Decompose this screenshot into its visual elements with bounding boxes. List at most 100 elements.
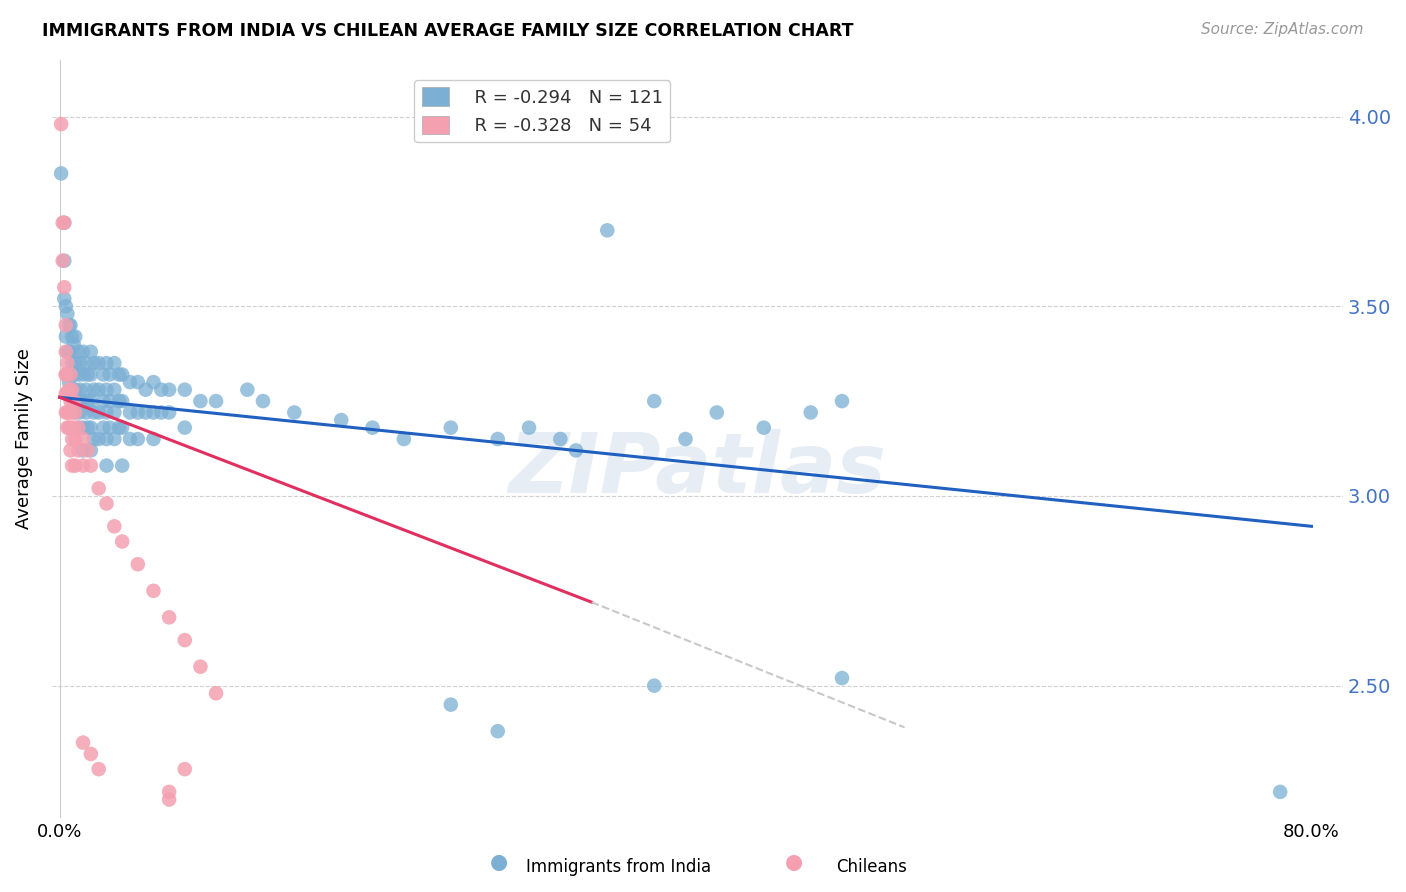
Point	[157, 405, 180, 419]
Point	[62, 368, 84, 382]
Point	[440, 420, 463, 434]
Point	[80, 443, 103, 458]
Point	[486, 432, 509, 446]
Point	[440, 698, 463, 712]
Point	[87, 481, 110, 495]
Point	[173, 633, 195, 648]
Point	[127, 405, 149, 419]
Point	[142, 583, 165, 598]
Point	[283, 405, 305, 419]
Point	[236, 383, 259, 397]
Point	[58, 383, 80, 397]
Point	[157, 785, 180, 799]
Point	[67, 420, 90, 434]
Point	[56, 344, 79, 359]
Point	[59, 443, 82, 458]
Point	[75, 356, 97, 370]
Point	[87, 432, 110, 446]
Point	[56, 405, 79, 419]
Point	[55, 368, 77, 382]
Point	[72, 394, 94, 409]
Point	[53, 253, 76, 268]
Point	[72, 735, 94, 749]
Point	[127, 375, 149, 389]
Point	[58, 344, 80, 359]
Point	[69, 383, 91, 397]
Point	[80, 368, 103, 382]
Point	[157, 383, 180, 397]
Point	[58, 375, 80, 389]
Point	[831, 394, 853, 409]
Point	[83, 383, 105, 397]
Point	[800, 405, 823, 419]
Point	[98, 394, 121, 409]
Point	[83, 356, 105, 370]
Point	[486, 724, 509, 739]
Point	[62, 420, 84, 434]
Point	[55, 299, 77, 313]
Point	[72, 344, 94, 359]
Point	[80, 394, 103, 409]
Point	[87, 383, 110, 397]
Point	[118, 375, 141, 389]
Point	[96, 383, 118, 397]
Text: ●: ●	[786, 853, 803, 872]
Point	[831, 671, 853, 685]
Point	[56, 356, 79, 370]
Point	[59, 368, 82, 382]
Point	[62, 383, 84, 397]
Point	[127, 432, 149, 446]
Y-axis label: Average Family Size: Average Family Size	[15, 349, 32, 530]
Text: Chileans: Chileans	[837, 858, 907, 876]
Point	[103, 356, 125, 370]
Point	[752, 420, 775, 434]
Point	[87, 405, 110, 419]
Point	[330, 413, 353, 427]
Point	[103, 432, 125, 446]
Point	[108, 420, 131, 434]
Point	[103, 405, 125, 419]
Point	[550, 432, 572, 446]
Point	[675, 432, 697, 446]
Point	[142, 405, 165, 419]
Point	[96, 496, 118, 510]
Point	[157, 792, 180, 806]
Point	[55, 386, 77, 401]
Point	[75, 383, 97, 397]
Legend:   R = -0.294   N = 121,   R = -0.328   N = 54: R = -0.294 N = 121, R = -0.328 N = 54	[415, 80, 671, 142]
Point	[67, 443, 90, 458]
Point	[108, 368, 131, 382]
Point	[67, 368, 90, 382]
Point	[59, 394, 82, 409]
Point	[96, 432, 118, 446]
Point	[72, 432, 94, 446]
Point	[111, 458, 134, 473]
Point	[65, 356, 87, 370]
Point	[65, 383, 87, 397]
Point	[1270, 785, 1292, 799]
Point	[157, 610, 180, 624]
Point	[56, 307, 79, 321]
Text: ●: ●	[491, 853, 508, 872]
Point	[118, 405, 141, 419]
Point	[205, 686, 228, 700]
Point	[80, 747, 103, 761]
Point	[59, 368, 82, 382]
Point	[142, 432, 165, 446]
Point	[190, 659, 212, 673]
Point	[72, 443, 94, 458]
Point	[69, 356, 91, 370]
Point	[60, 383, 83, 397]
Point	[150, 383, 173, 397]
Text: Source: ZipAtlas.com: Source: ZipAtlas.com	[1201, 22, 1364, 37]
Point	[56, 420, 79, 434]
Point	[83, 405, 105, 419]
Point	[118, 432, 141, 446]
Point	[142, 375, 165, 389]
Point	[65, 329, 87, 343]
Point	[65, 432, 87, 446]
Point	[93, 420, 115, 434]
Point	[392, 432, 415, 446]
Point	[58, 405, 80, 419]
Point	[111, 534, 134, 549]
